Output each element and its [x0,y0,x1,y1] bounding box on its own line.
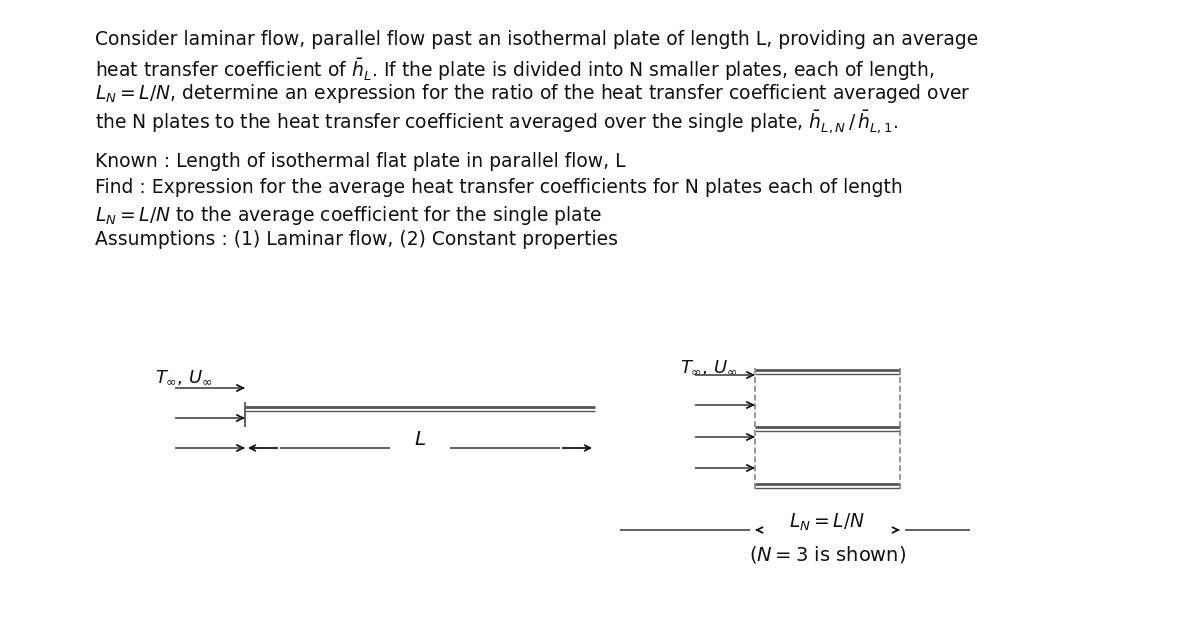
Text: Assumptions : (1) Laminar flow, (2) Constant properties: Assumptions : (1) Laminar flow, (2) Cons… [95,230,618,249]
Text: the N plates to the heat transfer coefficient averaged over the single plate, $\: the N plates to the heat transfer coeffi… [95,108,899,135]
Text: $T_{\infty}$, $U_{\infty}$: $T_{\infty}$, $U_{\infty}$ [680,358,738,376]
Text: $L_N = L/N$, determine an expression for the ratio of the heat transfer coeffici: $L_N = L/N$, determine an expression for… [95,82,971,105]
Text: $L_N = L/N$: $L_N = L/N$ [790,512,865,533]
Text: $(N = 3$ is shown$)$: $(N = 3$ is shown$)$ [749,544,906,565]
Text: Known : Length of isothermal flat plate in parallel flow, L: Known : Length of isothermal flat plate … [95,152,625,171]
Text: Consider laminar flow, parallel flow past an isothermal plate of length L, provi: Consider laminar flow, parallel flow pas… [95,30,978,49]
Text: $L$: $L$ [414,430,426,449]
Text: $L_N = L/N$ to the average coefficient for the single plate: $L_N = L/N$ to the average coefficient f… [95,204,602,227]
Text: $T_{\infty}$, $U_{\infty}$: $T_{\infty}$, $U_{\infty}$ [155,368,212,386]
Text: Find : Expression for the average heat transfer coefficients for N plates each o: Find : Expression for the average heat t… [95,178,902,197]
Text: heat transfer coefficient of $\bar{h}_L$. If the plate is divided into N smaller: heat transfer coefficient of $\bar{h}_L$… [95,56,935,83]
